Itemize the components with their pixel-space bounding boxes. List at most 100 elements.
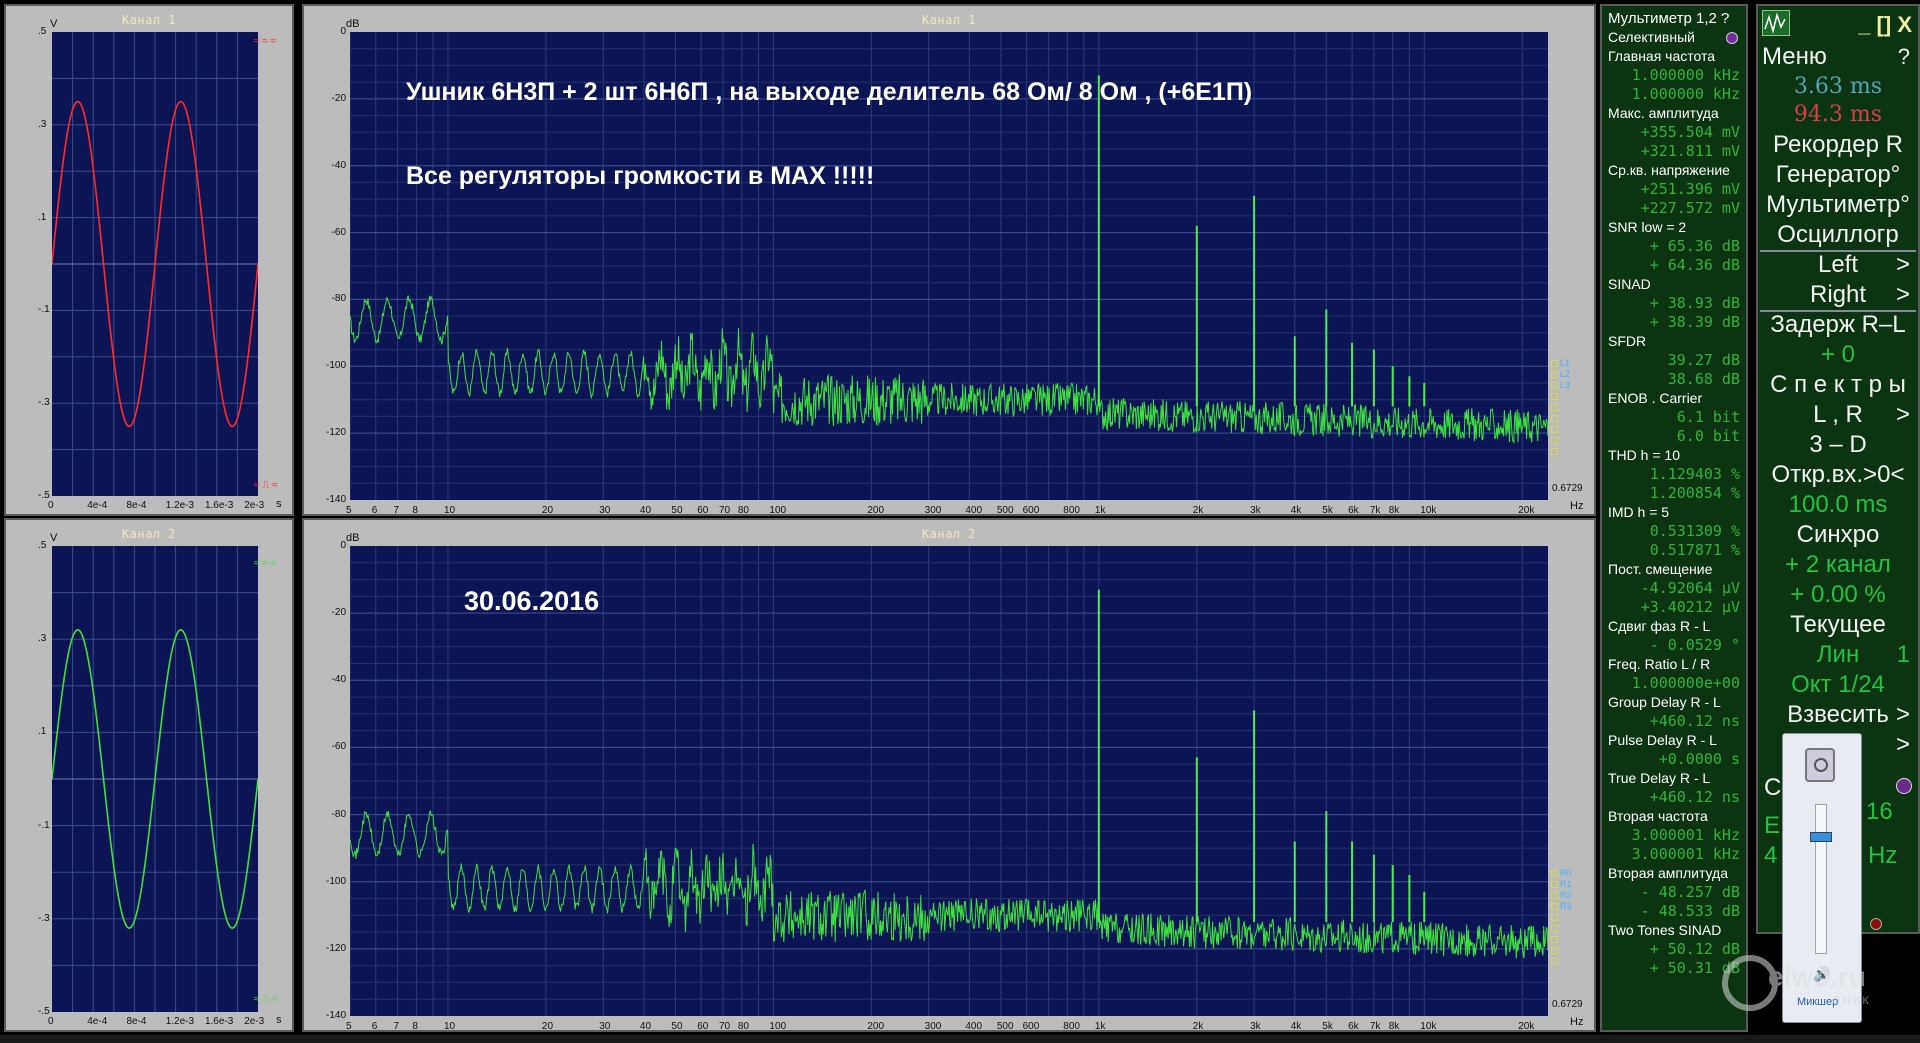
- menu-divider: [1760, 250, 1916, 252]
- multimeter-row-value: 1.000000 kHz: [1631, 85, 1740, 103]
- spec1-ytick: -20: [331, 92, 346, 104]
- spectrum-channel-2-window[interactable]: Канал 2 dB 0 -20 -40 -60 -80 -100 -120 -140 5 6 7…: [302, 518, 1596, 1032]
- menu-item-partial[interactable]: Е: [1764, 812, 1781, 839]
- spec2-legend-item[interactable]: [1551, 912, 1572, 923]
- help-button[interactable]: ?: [1897, 44, 1910, 69]
- menu-item[interactable]: Лин 1: [1816, 641, 1910, 668]
- spec2-xtick: 80: [737, 1021, 749, 1032]
- menu-item-partial[interactable]: Hz: [1868, 842, 1898, 869]
- menu-item[interactable]: + 2 канал: [1785, 551, 1891, 578]
- menu-item[interactable]: Задерж R–L: [1770, 311, 1906, 338]
- spec1-plot-area[interactable]: [350, 32, 1548, 500]
- menu-item[interactable]: Left >: [1817, 251, 1910, 278]
- spec2-title: Канал 2: [921, 527, 977, 541]
- osc2-title: Канал 2: [121, 527, 177, 541]
- menu-item[interactable]: Рекордер R: [1773, 131, 1903, 158]
- osc2-corner-controls[interactable]: ≈ ≈ ≈: [254, 558, 277, 569]
- volume-mixer-popup[interactable]: 🔊 Микшер: [1782, 733, 1862, 1023]
- spec1-xtick: 800: [1063, 505, 1080, 516]
- multimeter-title[interactable]: Мультиметр 1,2 ?: [1608, 10, 1730, 27]
- osc1-y-unit: V: [50, 18, 58, 30]
- spec1-ytick: -120: [326, 427, 347, 439]
- spec2-legend-item[interactable]: [1551, 934, 1572, 945]
- multimeter-row-label: Пост. смещение: [1608, 561, 1713, 577]
- multimeter-panel[interactable]: Мультиметр 1,2 ? Селективный Главная част…: [1600, 4, 1748, 1032]
- menu-item-partial[interactable]: С: [1764, 774, 1782, 801]
- menu-item[interactable]: + 0.00 %: [1790, 581, 1886, 608]
- spec1-legend[interactable]: L1 L2 L3: [1551, 358, 1570, 457]
- spec2-xtick: 800: [1063, 1021, 1080, 1032]
- multimeter-row-value: 1.129403 %: [1649, 465, 1740, 483]
- spec1-xtick: 5: [346, 505, 352, 516]
- spec1-spectrum-svg: [350, 32, 1548, 500]
- spec1-xtick: 2k: [1192, 505, 1204, 516]
- osc2-x-unit: s: [276, 1014, 282, 1026]
- volume-track[interactable]: [1815, 804, 1827, 954]
- spec2-legend-item[interactable]: [1551, 956, 1572, 967]
- spec1-legend-item[interactable]: [1551, 391, 1570, 402]
- spec2-ytick: -20: [331, 607, 346, 619]
- spec2-y-unit: dB: [346, 532, 360, 544]
- menu-item[interactable]: Right >: [1809, 281, 1910, 308]
- spec1-legend-item[interactable]: L2: [1551, 369, 1570, 380]
- multimeter-row-value: -4.92064 µV: [1640, 579, 1740, 597]
- spec2-legend[interactable]: R0 R1 R2 R3: [1551, 868, 1572, 967]
- spec1-xtick: 6: [371, 505, 378, 516]
- spec2-xtick: 5k: [1322, 1021, 1333, 1032]
- spec2-legend-item[interactable]: R0: [1551, 868, 1572, 879]
- osc2-ytick: .3: [38, 633, 47, 645]
- spec2-legend-item[interactable]: R1: [1551, 879, 1572, 890]
- osc2-plot-area[interactable]: [52, 546, 258, 1012]
- osc1-bottom-controls[interactable]: ≈ ⎍ ≈: [254, 480, 278, 491]
- spec1-legend-item[interactable]: [1551, 435, 1570, 446]
- spec1-legend-item[interactable]: [1551, 446, 1570, 457]
- osc2-bottom-controls[interactable]: ≈ ⎍ ≈: [254, 994, 278, 1005]
- menu-item[interactable]: 3 – D: [1809, 431, 1867, 458]
- menu-item[interactable]: С п е к т р ы: [1770, 371, 1906, 398]
- spec2-legend-item[interactable]: [1551, 945, 1572, 956]
- spec1-legend-item[interactable]: [1551, 402, 1570, 413]
- spec1-legend-item[interactable]: [1551, 413, 1570, 424]
- speaker-device-icon[interactable]: [1805, 748, 1835, 782]
- selective-indicator-icon[interactable]: [1726, 32, 1738, 44]
- spec1-annotation-line-1: Ушник 6Н3П + 2 шт 6Н6П , на выходе делит…: [406, 78, 1253, 106]
- menu-item[interactable]: Окт 1/24: [1791, 671, 1885, 698]
- oscilloscope-channel-1-window[interactable]: Канал 1 V .5 .3 .1 -.1 -.3 -.5 0 4e-4 8e-4 1.2e-…: [4, 4, 294, 516]
- menu-item[interactable]: Откр.вх.>0<: [1771, 461, 1905, 488]
- spec1-xtick: 70: [718, 505, 731, 516]
- spec2-legend-item[interactable]: [1551, 923, 1572, 934]
- oscilloscope-channel-2-window[interactable]: Канал 2 V .5 .3 .1 -.1 -.3 -.5 0 4e-4 8e-4 1.2e-…: [4, 518, 294, 1032]
- menu-button[interactable]: Меню: [1762, 43, 1827, 70]
- volume-slider-thumb[interactable]: [1810, 832, 1832, 842]
- spec2-legend-item[interactable]: R3: [1551, 901, 1572, 912]
- spectrum-channel-1-window[interactable]: Канал 1 dB 0 -20 -40 -60 -80 -100 -120 -140 5 6 7…: [302, 4, 1596, 516]
- spec1-legend-item[interactable]: [1551, 424, 1570, 435]
- spec2-legend-item[interactable]: R2: [1551, 890, 1572, 901]
- menu-item[interactable]: 100.0 ms: [1788, 491, 1888, 518]
- spec1-title: Канал 1: [921, 13, 977, 27]
- menu-item[interactable]: L , R >: [1813, 401, 1910, 428]
- mute-speaker-icon[interactable]: 🔊: [1813, 966, 1831, 982]
- spec2-xtick: 600: [1022, 1021, 1040, 1032]
- mixer-label[interactable]: Микшер: [1797, 996, 1839, 1008]
- menu-item[interactable]: Мультиметр°: [1766, 191, 1910, 218]
- spec2-xtick: 2k: [1192, 1021, 1204, 1032]
- app-icon[interactable]: [1762, 10, 1790, 36]
- spec2-plot-area[interactable]: [350, 546, 1548, 1016]
- osc1-corner-controls[interactable]: ≈ ≈ ≈: [254, 36, 277, 47]
- menu-item[interactable]: Генератор°: [1775, 161, 1901, 188]
- spec1-ytick: -100: [326, 360, 347, 372]
- menu-item[interactable]: + 0: [1820, 341, 1856, 368]
- spec1-legend-item[interactable]: L1: [1551, 358, 1570, 369]
- menu-item-partial[interactable]: 16: [1866, 798, 1893, 825]
- menu-item[interactable]: Текущее: [1790, 611, 1886, 638]
- menu-item[interactable]: Взвесить >: [1787, 701, 1910, 728]
- osc1-ytick: .1: [38, 211, 47, 223]
- timing-value-1: 3.63 ms: [1793, 74, 1883, 99]
- menu-item[interactable]: Синхро: [1796, 521, 1880, 548]
- spec1-legend-item[interactable]: L3: [1551, 380, 1570, 391]
- window-controls[interactable]: _ [] X: [1858, 12, 1912, 37]
- osc1-plot-area[interactable]: [52, 32, 258, 496]
- menu-item-partial[interactable]: 4: [1764, 842, 1778, 869]
- menu-item[interactable]: Осциллогр: [1777, 221, 1899, 248]
